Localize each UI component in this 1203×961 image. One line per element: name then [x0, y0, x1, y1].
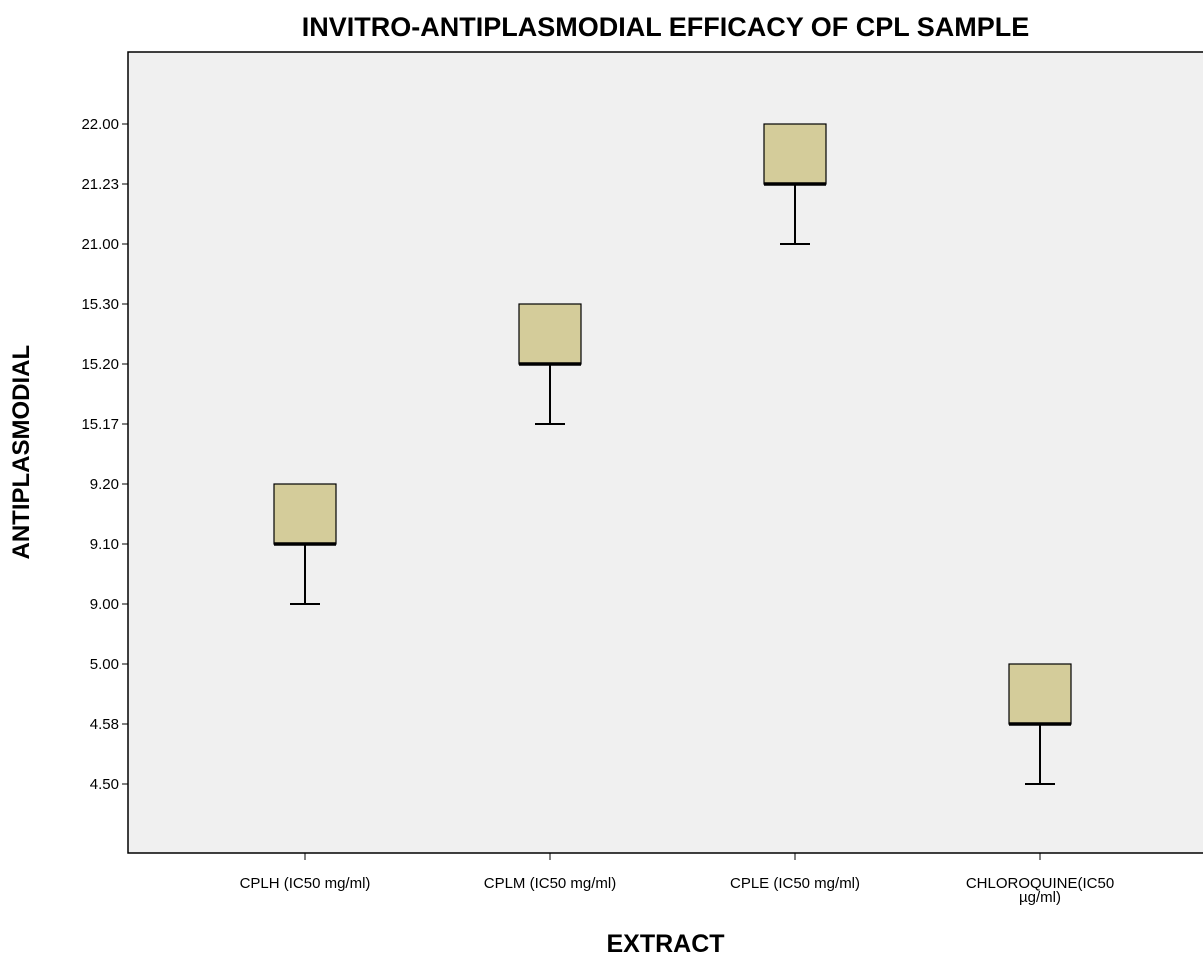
y-tick-label: 21.00	[81, 236, 119, 253]
y-tick-label: 4.58	[90, 716, 119, 733]
x-tick-label: CHLOROQUINE(IC50	[966, 875, 1114, 892]
box-rect	[518, 303, 582, 365]
boxes	[273, 123, 1072, 785]
x-axis-label: EXTRACT	[606, 930, 725, 958]
box-rect	[763, 123, 827, 185]
x-axis: CPLH (IC50 mg/ml) CPLM (IC50 mg/ml) CPLE (…	[240, 853, 1114, 906]
plot-area	[127, 51, 1203, 854]
y-tick-label: 22.00	[81, 116, 119, 133]
x-tick-label: CPLM (IC50 mg/ml)	[484, 875, 617, 892]
y-tick-label: 15.17	[81, 416, 119, 433]
y-tick-label: 4.50	[90, 776, 119, 793]
box-2	[518, 303, 582, 425]
y-tick-label: 5.00	[90, 656, 119, 673]
x-tick-label: CPLH (IC50 mg/ml)	[240, 875, 371, 892]
x-tick-label: CPLE (IC50 mg/ml)	[730, 875, 860, 892]
box-rect	[1008, 663, 1072, 725]
chart-title: INVITRO-ANTIPLASMODIAL EFFICACY OF CPL S…	[301, 12, 1030, 42]
y-tick-label: 15.20	[81, 356, 119, 373]
y-tick-label: 21.23	[81, 176, 119, 193]
y-tick-label: 9.20	[90, 476, 119, 493]
y-axis: 22.00 21.23 21.00 15.30 15.20 15.17 9.20 9.10 9.…	[81, 116, 128, 793]
box-4	[1008, 663, 1072, 785]
y-tick-label: 9.00	[90, 596, 119, 613]
box-1	[273, 483, 337, 605]
y-tick-label: 9.10	[90, 536, 119, 553]
y-tick-label: 15.30	[81, 296, 119, 313]
box-3	[763, 123, 827, 245]
x-tick-label: µg/ml)	[1019, 889, 1061, 906]
box-rect	[273, 483, 337, 545]
